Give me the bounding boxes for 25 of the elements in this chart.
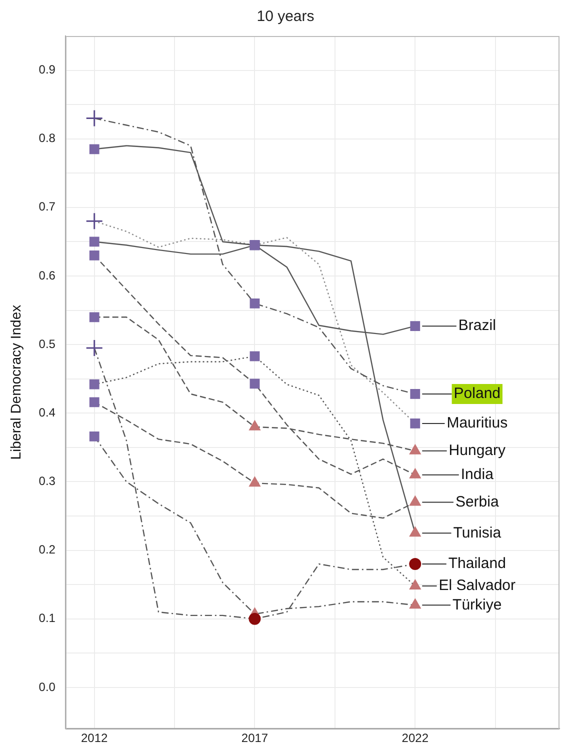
y-tick-label: 0.2 <box>38 542 56 557</box>
x-tick-label: 2017 <box>241 731 268 746</box>
x-tick-label: 2022 <box>402 731 429 746</box>
text: Brazil <box>458 317 496 334</box>
series-label: Hungary <box>448 442 506 460</box>
y-tick-label: 0.6 <box>38 268 56 282</box>
text: Serbia <box>455 493 500 510</box>
text: Türkiye <box>452 596 502 614</box>
y-tick-label: 0.3 <box>38 474 56 488</box>
y-tick-label: 0.7 <box>38 200 56 214</box>
x-tick-label: 2012 <box>81 731 108 746</box>
series-label: Thailand <box>448 555 506 572</box>
text: Tunisia <box>453 524 502 542</box>
y-tick-label: 0.5 <box>38 336 56 351</box>
y-tick-label: 0.1 <box>38 611 56 626</box>
chart-title: 10 years <box>256 8 314 26</box>
text: India <box>460 466 494 484</box>
y-tick-label: 0.9 <box>38 62 56 77</box>
series-label: Mauritius <box>446 414 508 432</box>
y-tick-label: 0.0 <box>38 680 56 694</box>
y-tick-label: 0.8 <box>38 131 56 146</box>
text: Poland <box>454 385 501 402</box>
y-axis-title: Liberal Democracy Index <box>7 304 24 460</box>
y-tick-label: 0.4 <box>38 405 56 420</box>
series-label: El Salvador <box>438 577 516 594</box>
